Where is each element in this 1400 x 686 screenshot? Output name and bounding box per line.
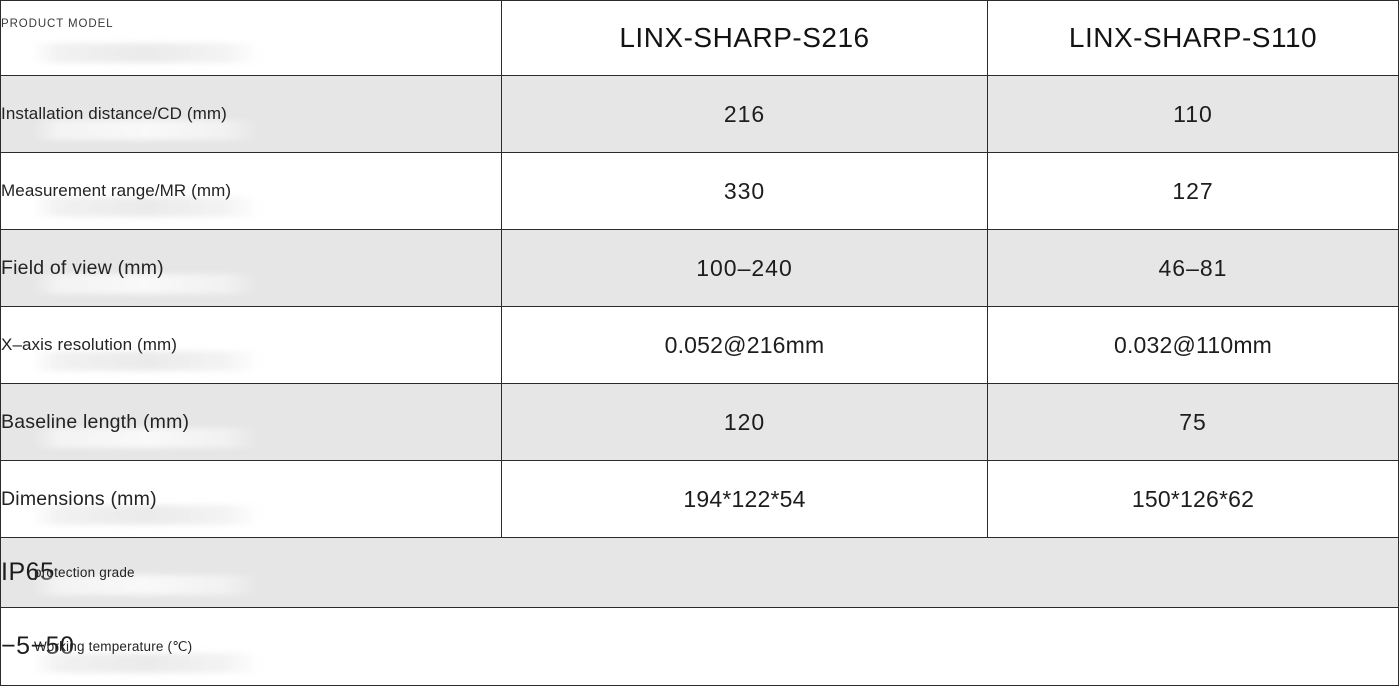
spec-value-text: 100–240 (696, 254, 793, 281)
spec-value-cell: 216 (501, 75, 988, 153)
table-row: Measurement range/MR (mm) 330 127 (0, 152, 1399, 230)
spec-label-working-temperature-wrap: Working temperature (℃) (34, 639, 192, 655)
product-model-header-label: PRODUCT MODEL (1, 18, 114, 30)
spec-value-text: 330 (723, 177, 766, 204)
model-header-s216: LINX-SHARP-S216 (501, 0, 988, 76)
spec-label-measurement-range: Measurement range/MR (mm) (0, 152, 502, 230)
spec-value-cell: 127 (987, 152, 1399, 230)
spec-label-field-of-view: Field of view (mm) (0, 229, 502, 307)
table-row: Dimensions (mm) 194*122*54 150*126*62 (0, 460, 1399, 538)
spec-label-text: protection grade (34, 564, 135, 580)
table-row: Field of view (mm) 100–240 46–81 (0, 229, 1399, 307)
spec-value-cell: 120 (501, 383, 988, 461)
watermark-ghost (31, 43, 261, 63)
spec-value-cell: 0.032@110mm (987, 306, 1399, 384)
spec-value-text: 0.032@110mm (1113, 331, 1273, 358)
spec-value-cell: 100–240 (501, 229, 988, 307)
spec-label-text: Field of view (mm) (1, 256, 164, 279)
spec-value-text: 46–81 (1158, 254, 1228, 281)
protection-grade-row: protection grade IP65 (0, 537, 1399, 608)
table-row: Baseline length (mm) 120 75 (0, 383, 1399, 461)
spec-value-text: 0.052@216mm (664, 331, 825, 358)
spec-value-text: 110 (1173, 100, 1213, 127)
spec-label-text: Installation distance/CD (mm) (1, 104, 227, 124)
table-row-merged: Working temperature (℃) −5−50 (0, 607, 1399, 686)
spec-value-cell: 75 (987, 383, 1399, 461)
spec-value-text: 194*122*54 (683, 485, 806, 512)
header-label-cell: PRODUCT MODEL (0, 0, 502, 76)
table-row-merged: protection grade IP65 (0, 537, 1399, 608)
spec-label-installation-distance: Installation distance/CD (mm) (0, 75, 502, 153)
spec-value-text: 120 (723, 408, 766, 435)
spec-label-text: X–axis resolution (mm) (1, 335, 178, 355)
spec-value-cell: 150*126*62 (987, 460, 1399, 538)
spec-value-cell: 46–81 (987, 229, 1399, 307)
table-header-row: PRODUCT MODEL LINX-SHARP-S216 LINX-SHARP… (0, 0, 1399, 76)
spec-value-text: 127 (1172, 177, 1214, 204)
model-name-text: LINX-SHARP-S110 (1068, 21, 1318, 53)
spec-value-cell: 194*122*54 (501, 460, 988, 538)
spec-label-text: Measurement range/MR (mm) (1, 181, 232, 201)
spec-label-x-axis-resolution: X–axis resolution (mm) (0, 306, 502, 384)
spec-value-text: 150*126*62 (1131, 485, 1255, 512)
spec-label-protection-grade-wrap: protection grade (34, 565, 135, 581)
spec-value-cell: 0.052@216mm (501, 306, 988, 384)
spec-value-cell: 110 (987, 75, 1399, 153)
spec-label-text: Baseline length (mm) (1, 410, 190, 433)
working-temperature-row: Working temperature (℃) −5−50 (0, 607, 1399, 686)
spec-value-text: 75 (1179, 408, 1207, 435)
spec-label-text: Working temperature (℃) (34, 638, 193, 654)
model-name-text: LINX-SHARP-S216 (619, 21, 870, 53)
spec-value-text: 216 (723, 100, 766, 127)
table-row: Installation distance/CD (mm) 216 110 (0, 75, 1399, 153)
spec-label-baseline-length: Baseline length (mm) (0, 383, 502, 461)
spec-value-cell: 330 (501, 152, 988, 230)
spec-label-dimensions: Dimensions (mm) (0, 460, 502, 538)
spec-label-text: Dimensions (mm) (1, 487, 157, 510)
table-row: X–axis resolution (mm) 0.052@216mm 0.032… (0, 306, 1399, 384)
model-header-s110: LINX-SHARP-S110 (987, 0, 1399, 76)
